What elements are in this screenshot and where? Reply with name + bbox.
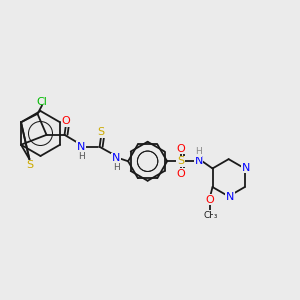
Text: S: S <box>98 128 105 137</box>
Text: O: O <box>205 195 214 205</box>
Text: O: O <box>61 116 70 126</box>
Text: O: O <box>176 169 185 179</box>
Text: O: O <box>176 144 185 154</box>
Text: ₃: ₃ <box>214 211 217 220</box>
Text: N: N <box>242 163 250 173</box>
Text: CH: CH <box>203 211 216 220</box>
Text: H: H <box>113 163 119 172</box>
Text: H: H <box>195 147 202 156</box>
Text: N: N <box>112 153 120 163</box>
Text: Cl: Cl <box>37 97 47 107</box>
Text: N: N <box>226 192 234 202</box>
Text: S: S <box>177 156 184 166</box>
Text: N: N <box>194 156 203 166</box>
Text: H: H <box>78 152 84 161</box>
Text: S: S <box>26 160 33 170</box>
Text: N: N <box>77 142 85 152</box>
